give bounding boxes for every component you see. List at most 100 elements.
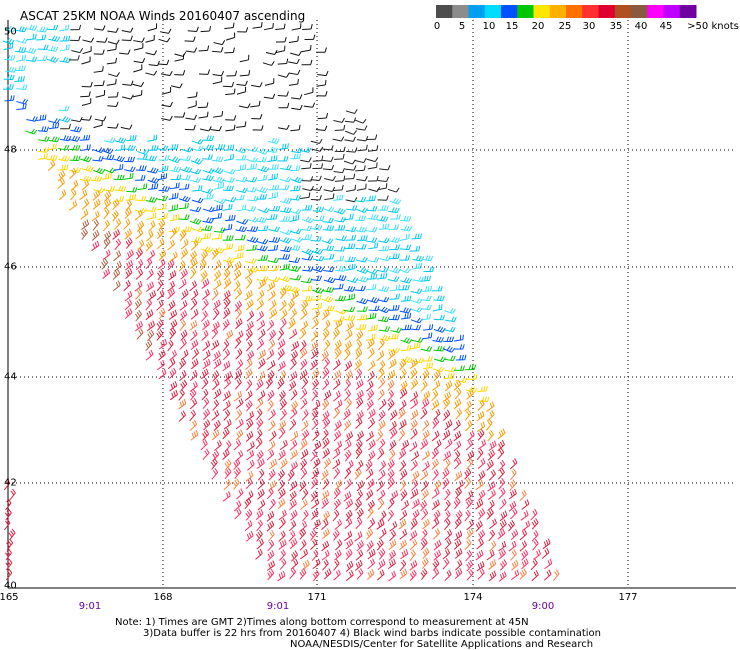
wind-barb <box>167 259 175 271</box>
wind-barb <box>367 370 375 382</box>
wind-barb <box>399 307 412 314</box>
wind-barb <box>288 380 297 392</box>
wind-barb <box>312 519 321 530</box>
wind-barb <box>135 195 147 202</box>
wind-barb <box>453 450 461 462</box>
legend-swatch <box>549 5 567 18</box>
wind-barb <box>498 459 506 472</box>
wind-barb <box>390 490 399 501</box>
wind-barb <box>224 168 236 175</box>
wind-barb <box>388 358 397 369</box>
wind-barb <box>135 288 143 300</box>
wind-barb <box>476 561 485 572</box>
wind-barb <box>135 268 144 280</box>
wind-barb <box>212 350 221 362</box>
wind-barb <box>431 430 440 442</box>
wind-barb <box>367 558 376 570</box>
wind-barb <box>112 268 121 280</box>
wind-barb <box>311 248 324 255</box>
wind-barb <box>268 420 276 432</box>
wind-barb <box>377 569 385 581</box>
wind-barb <box>287 469 295 482</box>
wind-barb <box>279 549 286 561</box>
wind-barb <box>309 529 317 541</box>
wind-barb <box>222 400 231 411</box>
wind-barb <box>211 429 220 441</box>
wind-barb <box>147 23 158 32</box>
wind-barb <box>420 469 429 481</box>
wind-barb <box>290 153 302 160</box>
wind-barb <box>300 192 311 200</box>
wind-barb <box>114 238 122 251</box>
wind-barb <box>245 379 253 391</box>
wind-barb <box>214 440 222 451</box>
wind-barb <box>70 179 79 191</box>
wind-barb <box>366 205 378 212</box>
wind-barb <box>333 184 344 192</box>
wind-barb <box>389 244 400 251</box>
wind-barb <box>233 439 241 451</box>
wind-barb <box>355 499 362 511</box>
wind-barb <box>257 207 270 214</box>
wind-barb <box>367 162 378 170</box>
lon-label-171: 171 <box>307 592 327 603</box>
wind-barb <box>247 195 259 202</box>
wind-barb <box>223 409 231 421</box>
wind-barb <box>510 468 517 481</box>
wind-barb <box>421 255 434 262</box>
wind-barb <box>257 349 267 360</box>
wind-barb <box>311 146 324 152</box>
wind-barb <box>267 155 278 162</box>
wind-barb <box>257 358 266 370</box>
wind-barb <box>156 359 165 371</box>
wind-barb <box>267 281 276 292</box>
wind-barb <box>355 379 364 390</box>
wind-barb <box>345 370 353 382</box>
wind-barb <box>246 310 255 322</box>
wind-barb <box>354 285 366 292</box>
wind-barb <box>332 359 341 371</box>
wind-barb <box>135 248 143 260</box>
wind-barb <box>519 529 528 541</box>
wind-barb <box>322 478 330 490</box>
wind-barb <box>388 347 401 354</box>
wind-barb <box>453 379 462 391</box>
wind-barb <box>38 136 50 142</box>
wind-barb <box>247 459 255 471</box>
wind-barb <box>189 177 202 183</box>
wind-barb <box>278 369 287 382</box>
wind-barb <box>355 368 363 381</box>
wind-barb <box>257 390 266 401</box>
wind-barb <box>387 478 395 490</box>
wind-barb <box>312 378 319 391</box>
wind-barb <box>433 539 442 551</box>
wind-barb <box>420 275 432 282</box>
wind-barb <box>433 509 441 522</box>
wind-barb <box>335 539 343 551</box>
wind-barb <box>69 144 81 151</box>
wind-barb <box>81 219 90 230</box>
wind-barb <box>268 480 277 491</box>
wind-barb <box>168 270 177 281</box>
wind-barb <box>233 252 244 260</box>
wind-barb <box>267 550 275 562</box>
wind-barb <box>223 479 231 491</box>
wind-barb <box>280 309 288 321</box>
wind-barb <box>101 147 114 155</box>
wind-barb <box>246 418 254 431</box>
legend-label: 20 <box>531 21 545 32</box>
wind-barb <box>377 316 390 323</box>
wind-barb <box>190 329 198 341</box>
wind-barb <box>279 176 292 183</box>
wind-barb <box>136 220 145 232</box>
wind-barb <box>476 410 485 422</box>
wind-barb <box>376 215 389 222</box>
wind-barb <box>212 47 224 53</box>
wind-barb <box>343 530 353 542</box>
wind-barb <box>200 25 212 33</box>
wind-barb <box>189 250 198 262</box>
wind-barb <box>46 143 57 151</box>
wind-barb <box>213 270 222 282</box>
wind-barb <box>211 248 219 260</box>
wind-barb <box>202 289 210 300</box>
